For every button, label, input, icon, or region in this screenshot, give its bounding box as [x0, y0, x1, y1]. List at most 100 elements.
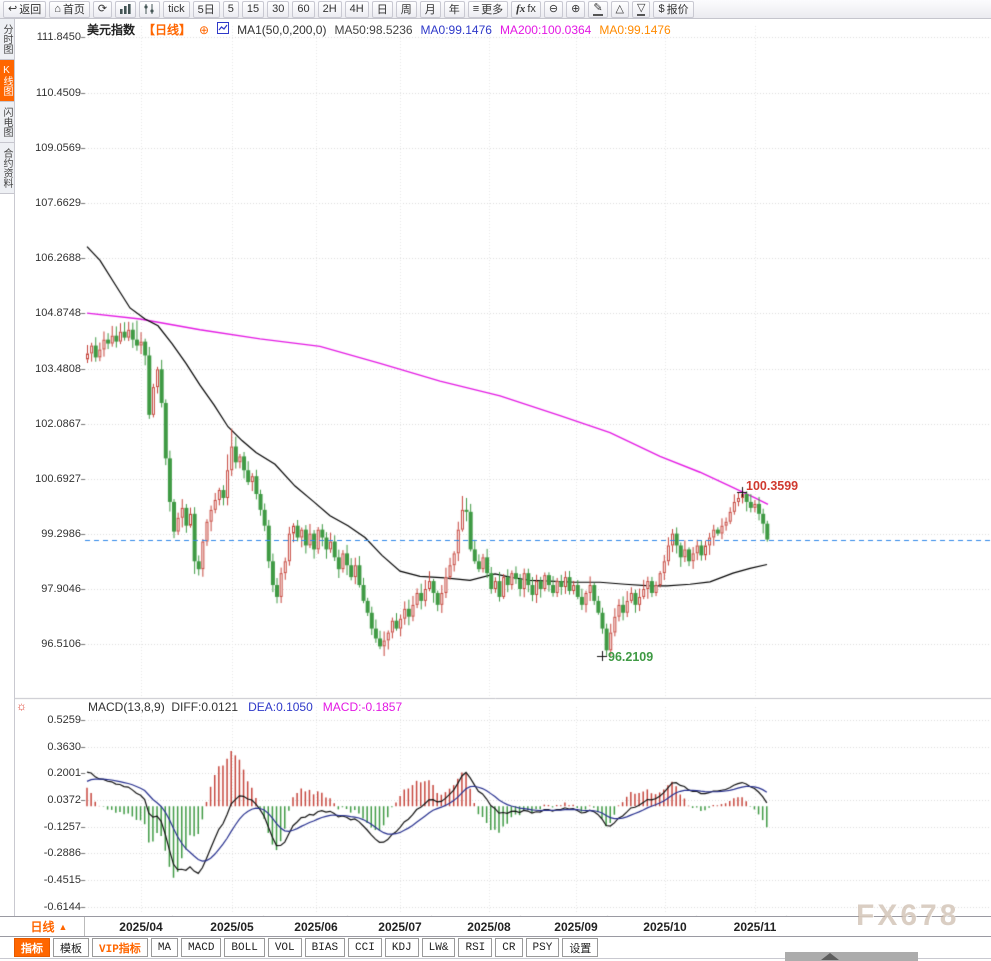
- toolbar-button-draw[interactable]: ✎: [588, 0, 608, 18]
- indicator-settings-icon[interactable]: ☼: [16, 699, 27, 713]
- refresh-icon: ⟳: [97, 2, 108, 15]
- toolbar-button-period-15m[interactable]: 15: [241, 0, 265, 18]
- price-tick-label: 99.2986: [41, 528, 81, 540]
- indicator-tab-vip-indicators[interactable]: VIP指标: [92, 938, 148, 957]
- symbol-name: 美元指数: [87, 23, 136, 37]
- toolbar-button-period-year[interactable]: 年: [443, 0, 465, 18]
- ma50-value: MA50:98.5236: [334, 22, 413, 37]
- low-price-annotation: 96.2109: [608, 650, 654, 664]
- period-badge: 【日线】: [143, 23, 192, 37]
- indicator-tab-kdj[interactable]: KDJ: [384, 938, 419, 957]
- toolbar-button-refresh[interactable]: ⟳: [92, 0, 113, 18]
- macd-tick-label: -0.4515: [43, 874, 81, 886]
- toolbar-button-home[interactable]: ⌂ 首页: [49, 0, 90, 18]
- sidebar-tab-lightning[interactable]: 闪电图: [0, 102, 14, 143]
- back-icon: ↩: [8, 2, 18, 15]
- triangle-down-icon: ▽: [637, 1, 646, 16]
- toolbar-button-period-tick[interactable]: tick: [163, 0, 190, 18]
- indicator-tab-indicators[interactable]: 指标: [14, 938, 50, 957]
- indicator-tab-lwr[interactable]: LW&: [421, 938, 456, 957]
- dollar-icon: $: [658, 2, 665, 15]
- zoom-in-icon: ⊕: [571, 2, 581, 15]
- indicator-tab-ma[interactable]: MA: [150, 938, 179, 957]
- date-label: 2025/06: [294, 920, 338, 934]
- home-icon: ⌂: [54, 2, 61, 15]
- dea-value: DEA:0.1050: [248, 700, 313, 714]
- toolbar-button-period-30m[interactable]: 30: [267, 0, 290, 18]
- toolbar-button-formula[interactable]: fx fx: [511, 0, 541, 18]
- sliders-icon: [144, 4, 154, 14]
- macd-tick-label: -0.6144: [43, 901, 81, 913]
- sidebar-tab-time-share[interactable]: 分时图: [0, 19, 14, 60]
- indicator-toolbar: 指标 模板 VIP指标 MA MACD BOLL VOL BIAS CCI KDJ LW& RSI CR…: [0, 937, 991, 959]
- macd-tick-label: -0.2886: [43, 847, 81, 859]
- toolbar-button-zoom-in[interactable]: ⊕: [566, 0, 586, 18]
- bar-chart-icon: [120, 4, 131, 14]
- toolbar-button-chart-style[interactable]: [115, 0, 137, 18]
- price-tick-label: 97.9046: [41, 583, 81, 595]
- price-tick-label: 107.6629: [35, 197, 81, 209]
- macd-tick-label: 0.0372: [47, 794, 81, 806]
- indicator-tab-macd[interactable]: MACD: [181, 938, 222, 957]
- macd-tick-label: -0.1257: [43, 821, 81, 833]
- price-tick-label: 103.4808: [35, 363, 81, 375]
- toolbar-button-period-2h[interactable]: 2H: [317, 0, 342, 18]
- indicator-tab-cci[interactable]: CCI: [348, 938, 382, 957]
- toolbar-button-period-5m[interactable]: 5: [222, 0, 239, 18]
- indicator-tab-vol[interactable]: VOL: [267, 938, 302, 957]
- price-tick-label: 109.0569: [35, 142, 81, 154]
- add-compare-icon[interactable]: ⊕: [199, 22, 210, 37]
- price-tick-label: 104.8748: [35, 307, 81, 319]
- date-label: 2025/09: [554, 920, 598, 934]
- indicator-tab-cr[interactable]: CR: [495, 938, 523, 957]
- price-tick-label: 100.6927: [35, 473, 81, 485]
- indicator-tab-bias[interactable]: BIAS: [304, 938, 346, 957]
- ma200-value: MA200:100.0364: [499, 22, 592, 37]
- toolbar-button-period-day[interactable]: 日: [371, 0, 393, 18]
- pencil-icon: ✎: [593, 1, 603, 16]
- period-selector[interactable]: 日线 ▲: [14, 917, 85, 936]
- toolbar-button-back[interactable]: ↩ 返回: [3, 0, 47, 18]
- macd-title-and-diff: MACD(13,8,9) DIFF:0.0121: [88, 700, 239, 714]
- date-label: 2025/08: [467, 920, 511, 934]
- high-price-annotation: 100.3599: [746, 479, 799, 493]
- toolbar-button-period-week[interactable]: 周: [395, 0, 417, 18]
- ma0-blue-value: MA0:99.1476: [420, 22, 492, 37]
- indicator-tab-boll[interactable]: BOLL: [224, 938, 265, 957]
- date-label: 2025/10: [643, 920, 687, 934]
- indicator-tab-templates[interactable]: 模板: [53, 938, 89, 957]
- price-tick-label: 102.0867: [35, 418, 81, 430]
- indicator-tab-psy[interactable]: PSY: [525, 938, 560, 957]
- toolbar-button-dollar-quote[interactable]: $ 报价: [653, 0, 694, 18]
- menu-icon: ≡: [472, 2, 480, 15]
- date-label: 2025/11: [733, 920, 777, 934]
- toolbar-button-triangle-down[interactable]: ▽: [632, 0, 651, 18]
- triangle-up-icon: △: [615, 2, 624, 15]
- macd-tick-label: 0.2001: [47, 767, 81, 779]
- period-selector-label: 日线: [30, 920, 55, 934]
- sidebar-tab-kline[interactable]: K线图: [0, 60, 14, 102]
- macd-value: MACD:-0.1857: [322, 700, 403, 714]
- bottom-panel-handle[interactable]: [785, 952, 918, 961]
- chevron-up-icon: [821, 953, 839, 960]
- chart-header: 美元指数 【日线】 ⊕ MA1(50,0,200,0) MA50:98.5236…: [87, 21, 671, 38]
- date-axis-row: 日线 ▲ 2025/04 2025/05 2025/06 2025/07 2025/08…: [0, 916, 991, 937]
- toolbar-button-zoom-out[interactable]: ⊖: [543, 0, 564, 18]
- toolbar-button-period-5d[interactable]: 5日: [192, 0, 220, 18]
- date-label: 2025/04: [119, 920, 163, 934]
- toolbar-button-indicator-params[interactable]: [139, 0, 161, 18]
- top-toolbar: ↩ 返回 ⌂ 首页 ⟳ tick 5日 5 15 30 60 2H 4H 日周月年 ≡ 更多 fx fx ⊖ ⊕ ✎ △ ▽…: [0, 0, 991, 19]
- sidebar-tab-contract-info[interactable]: 合约资料: [0, 143, 14, 194]
- indicator-tab-rsi[interactable]: RSI: [458, 938, 493, 957]
- toolbar-button-triangle-up[interactable]: △: [610, 0, 629, 18]
- toolbar-button-period-60m[interactable]: 60: [292, 0, 315, 18]
- price-tick-label: 111.8450: [36, 31, 81, 43]
- toolbar-button-period-4h[interactable]: 4H: [344, 0, 369, 18]
- toolbar-button-period-month[interactable]: 月: [419, 0, 441, 18]
- kline-icon: [217, 22, 230, 37]
- price-tick-label: 106.2688: [35, 252, 81, 264]
- indicator-tab-settings[interactable]: 设置: [562, 938, 599, 957]
- toolbar-button-more[interactable]: ≡ 更多: [467, 0, 509, 18]
- date-label: 2025/07: [378, 920, 422, 934]
